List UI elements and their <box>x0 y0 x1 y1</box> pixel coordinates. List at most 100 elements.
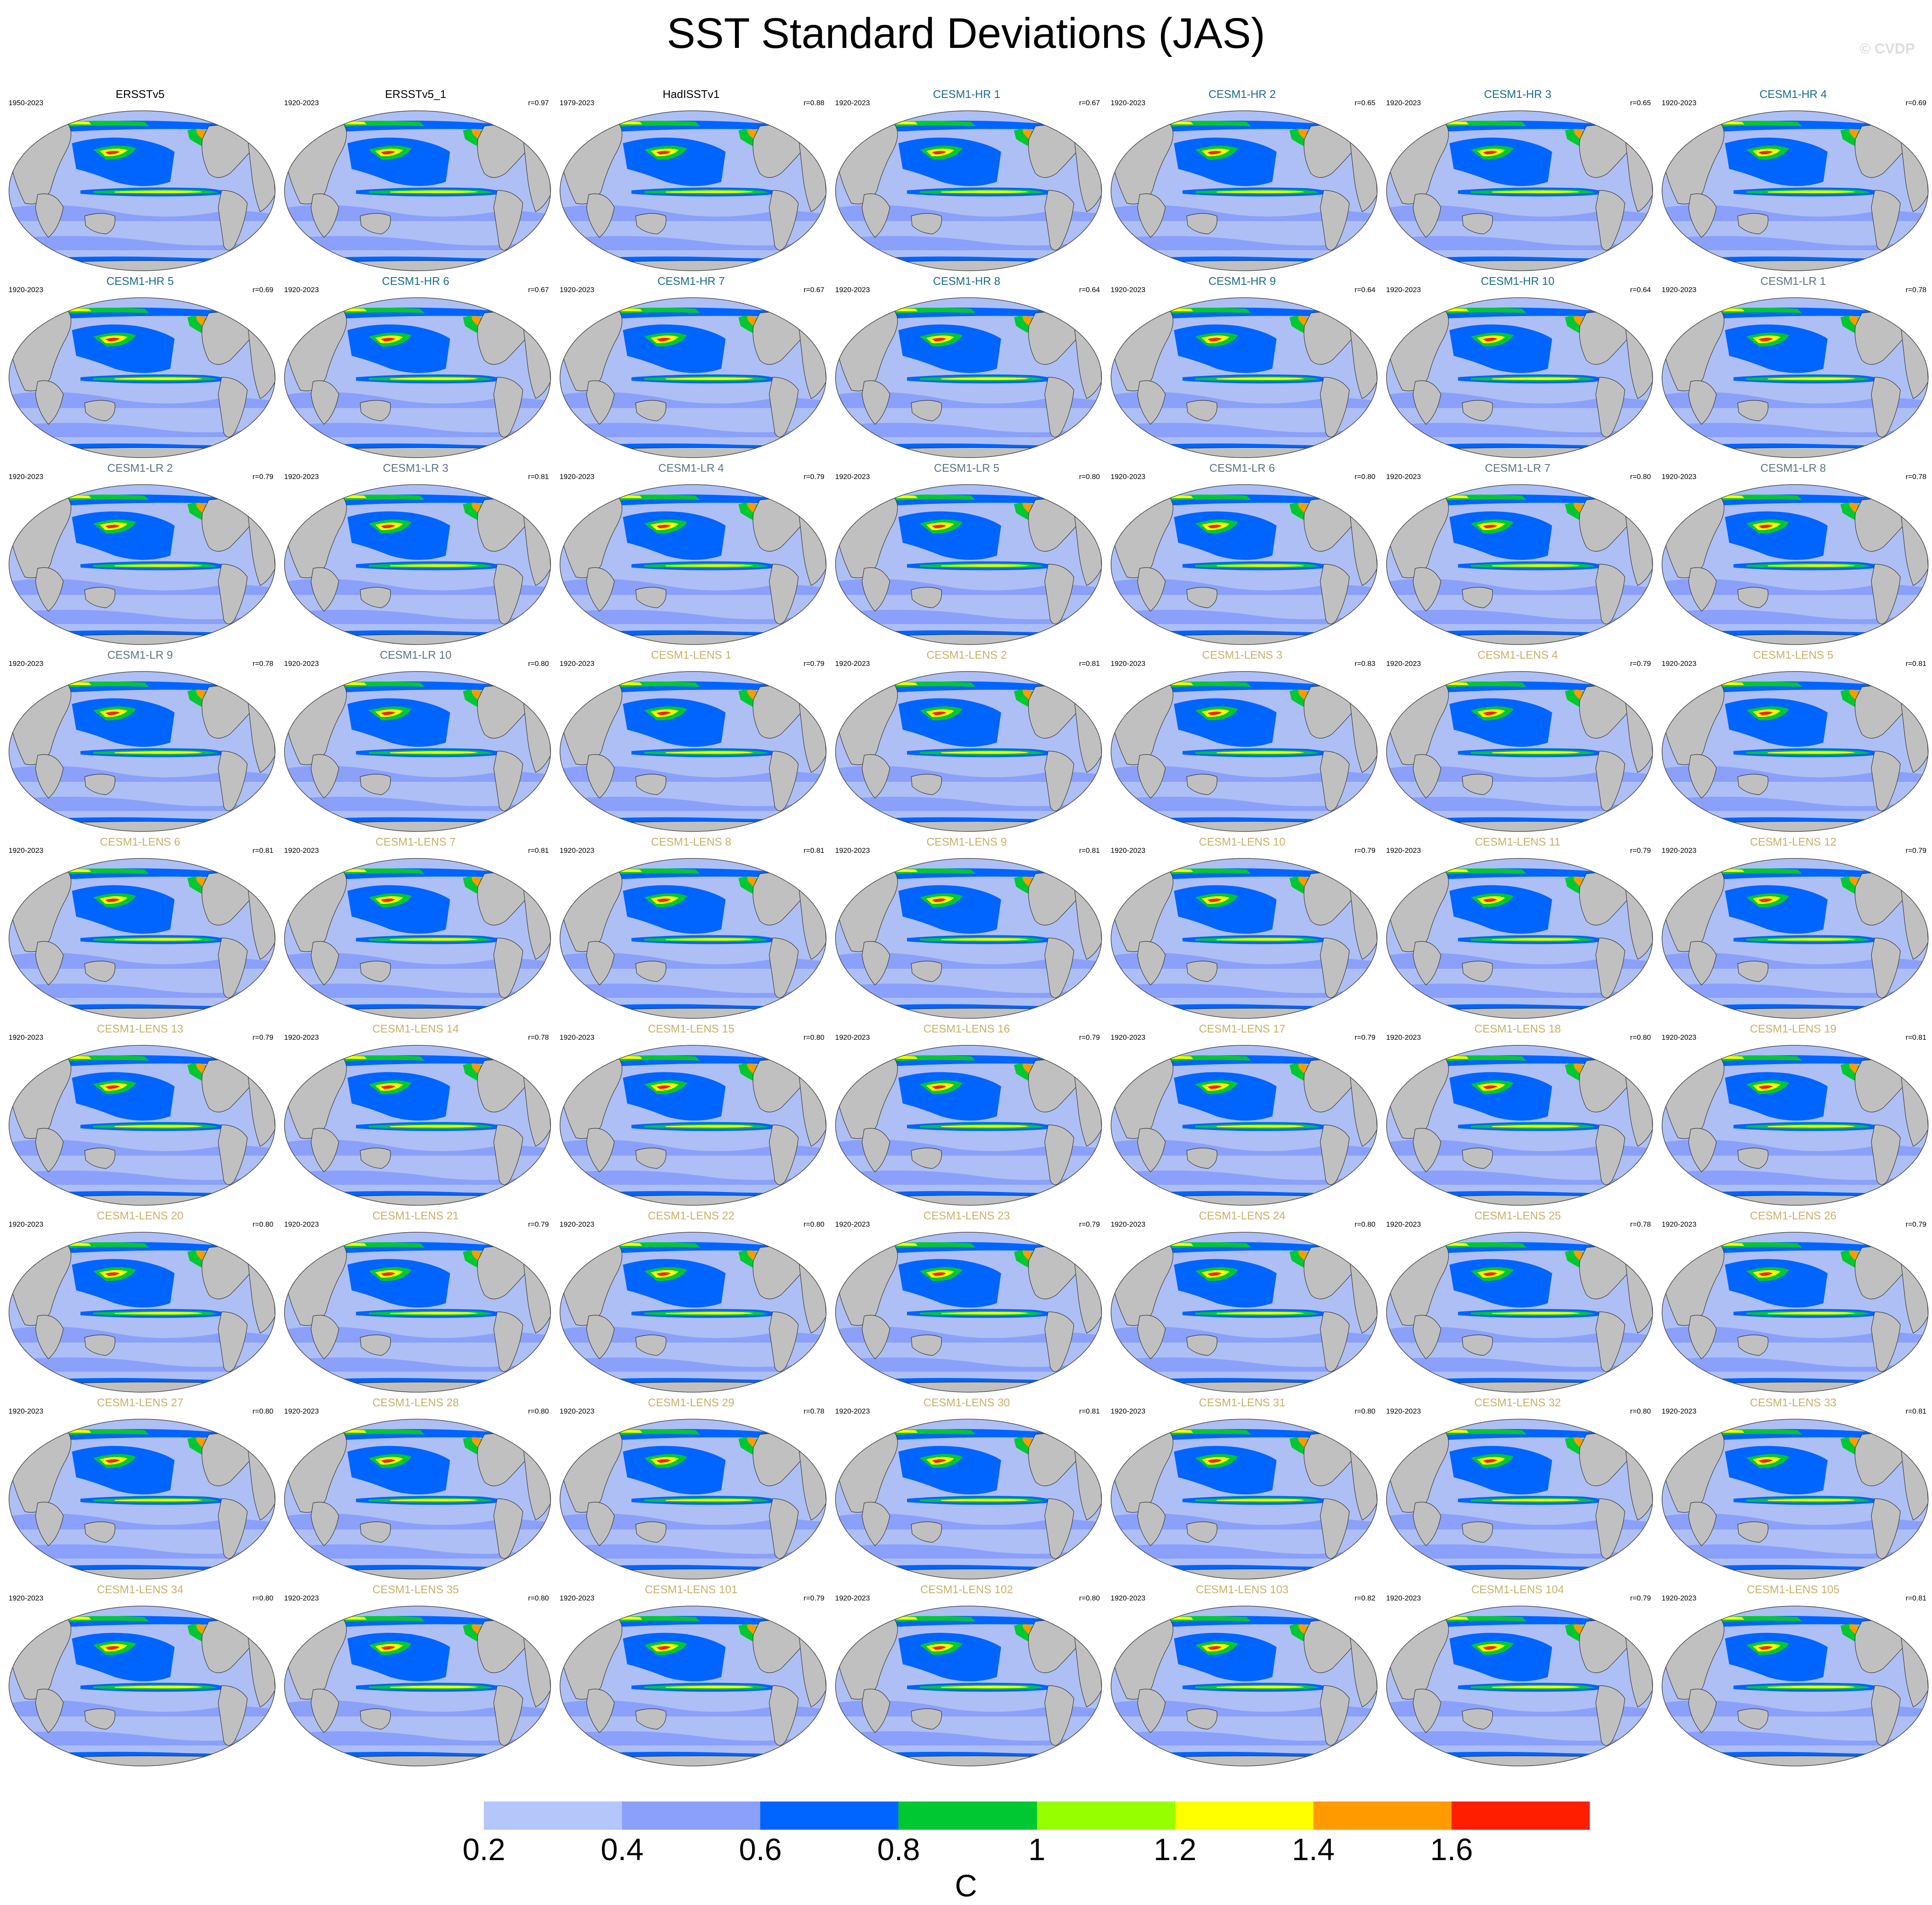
sst-contour-band <box>1217 751 1304 754</box>
sst-contour-band <box>1849 876 1858 887</box>
world-map <box>1386 1045 1653 1206</box>
map-frame <box>1662 484 1929 645</box>
sst-contour-band <box>1127 236 1375 250</box>
sst-contour-band <box>1492 938 1580 941</box>
sst-contour-band <box>1483 1085 1497 1089</box>
sst-contour-band <box>656 337 671 341</box>
panel-years: 1920-2023 <box>835 1033 870 1041</box>
land-mass <box>862 1128 890 1172</box>
panel-years: 1920-2023 <box>835 99 870 107</box>
sst-contour-band <box>12 1326 275 1343</box>
panel-title: CESM1-LENS 4 <box>1477 648 1558 661</box>
sst-contour-band <box>1127 423 1375 437</box>
panel-correlation: r=0.64 <box>1630 286 1651 294</box>
panel-years: 1920-2023 <box>835 1594 870 1602</box>
sst-contour-band <box>1483 898 1497 902</box>
panel-correlation: r=0.80 <box>1079 473 1100 481</box>
panel-years: 1920-2023 <box>1662 1033 1697 1041</box>
land-mass <box>862 567 890 612</box>
sst-contour-band <box>1114 952 1377 969</box>
map-panel: CESM1-LENS 18 1920-2023 r=0.80 <box>1380 1022 1655 1209</box>
panel-correlation: r=0.81 <box>528 473 549 481</box>
sst-contour-band <box>1768 751 1855 754</box>
map-panel: CESM1-HR 3 1920-2023 r=0.65 <box>1380 88 1655 274</box>
map-panel: CESM1-LR 1 1920-2023 r=0.78 <box>1656 275 1931 461</box>
world-map <box>1662 858 1929 1019</box>
sst-contour-band <box>1022 1624 1032 1634</box>
sst-contour-band <box>1665 392 1928 408</box>
sst-contour-band <box>1127 1170 1375 1185</box>
sst-contour-band <box>1665 205 1928 221</box>
panel-title: CESM1-LENS 22 <box>648 1209 735 1222</box>
sst-contour-band <box>12 952 275 969</box>
map-panel: CESM1-HR 9 1920-2023 r=0.64 <box>1105 275 1380 461</box>
sst-contour-band <box>1492 1686 1580 1689</box>
sst-contour-band <box>196 129 205 139</box>
map-panel: CESM1-LENS 20 1920-2023 r=0.80 <box>3 1209 278 1396</box>
map-frame <box>284 1045 551 1206</box>
sst-contour-band <box>1678 796 1926 811</box>
map-frame <box>284 297 551 458</box>
colorbar-swatch <box>622 1801 761 1830</box>
sst-contour-band <box>12 392 275 408</box>
land-mass <box>1044 1311 1074 1372</box>
sst-contour-band <box>941 1125 1029 1128</box>
sst-contour-band <box>105 151 120 154</box>
sst-contour-band <box>1298 503 1307 513</box>
sst-contour-band <box>851 983 1099 998</box>
map-frame <box>1662 297 1929 458</box>
land-mass <box>1688 193 1717 238</box>
land-mass <box>635 774 667 795</box>
panel-title: CESM1-LENS 2 <box>926 648 1007 661</box>
panel-title: CESM1-LENS 19 <box>1750 1022 1837 1035</box>
panel-years: 1920-2023 <box>284 473 319 481</box>
sst-contour-band <box>941 938 1029 941</box>
sst-contour-band <box>576 796 824 811</box>
land-mass <box>911 774 942 795</box>
panel-correlation: r=0.67 <box>1079 99 1100 107</box>
panel-years: 1920-2023 <box>560 846 595 855</box>
sst-contour-band <box>300 1544 548 1559</box>
land-mass <box>1688 941 1717 985</box>
land-mass <box>1595 1124 1625 1185</box>
map-frame <box>1662 858 1929 1019</box>
map-panel: CESM1-LENS 30 1920-2023 r=0.81 <box>829 1396 1104 1583</box>
panel-years: 1920-2023 <box>1111 1594 1146 1602</box>
map-panel: CESM1-HR 10 1920-2023 r=0.64 <box>1380 275 1655 461</box>
map-frame <box>835 110 1102 271</box>
panel-years: 1920-2023 <box>835 846 870 855</box>
land-mass <box>360 1334 391 1356</box>
world-map <box>1662 1232 1929 1393</box>
land-mass <box>586 567 615 612</box>
land-mass <box>35 1502 64 1546</box>
map-panel: CESM1-LENS 17 1920-2023 r=0.79 <box>1105 1022 1380 1209</box>
land-mass <box>1871 1685 1901 1746</box>
land-mass <box>911 1148 942 1169</box>
panel-years: 1920-2023 <box>1386 846 1421 855</box>
world-map <box>9 671 276 832</box>
map-frame <box>560 1045 827 1206</box>
map-panel: ERSSTv5_1 1920-2023 r=0.97 <box>278 88 553 274</box>
panel-correlation: r=0.97 <box>528 99 549 107</box>
sst-contour-band <box>1217 564 1304 567</box>
colorbar-swatch <box>1175 1801 1313 1830</box>
sst-contour-band <box>932 151 946 154</box>
sst-contour-band <box>1114 1326 1377 1343</box>
sst-contour-band <box>1758 151 1773 154</box>
land-mass <box>1137 941 1166 985</box>
world-map <box>1386 110 1653 271</box>
sst-contour-band <box>839 766 1102 782</box>
land-mass <box>35 1128 64 1172</box>
land-mass <box>311 1128 339 1172</box>
panel-title: ERSSTv5 <box>116 88 165 101</box>
sst-contour-band <box>1768 1312 1855 1315</box>
map-panel: CESM1-LENS 8 1920-2023 r=0.81 <box>554 835 829 1022</box>
sst-contour-band <box>656 1646 671 1650</box>
land-mass <box>1413 567 1441 612</box>
world-map <box>9 1045 276 1206</box>
panel-title: CESM1-LR 1 <box>1760 275 1826 287</box>
land-mass <box>35 1689 64 1733</box>
land-mass <box>586 1689 615 1733</box>
world-map <box>284 1606 551 1766</box>
land-mass <box>1137 380 1166 425</box>
